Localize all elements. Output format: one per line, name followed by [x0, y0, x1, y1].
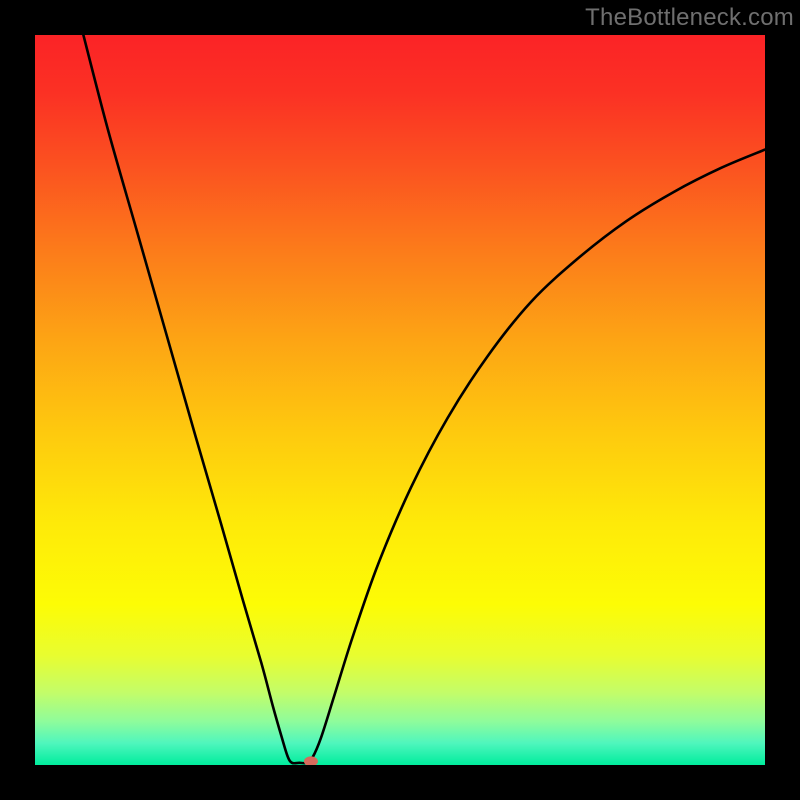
chart-svg: [0, 0, 800, 800]
watermark-text: TheBottleneck.com: [585, 4, 794, 32]
plot-gradient-background: [35, 35, 765, 765]
optimal-point-marker: [304, 756, 318, 766]
chart-container: TheBottleneck.com: [0, 0, 800, 800]
